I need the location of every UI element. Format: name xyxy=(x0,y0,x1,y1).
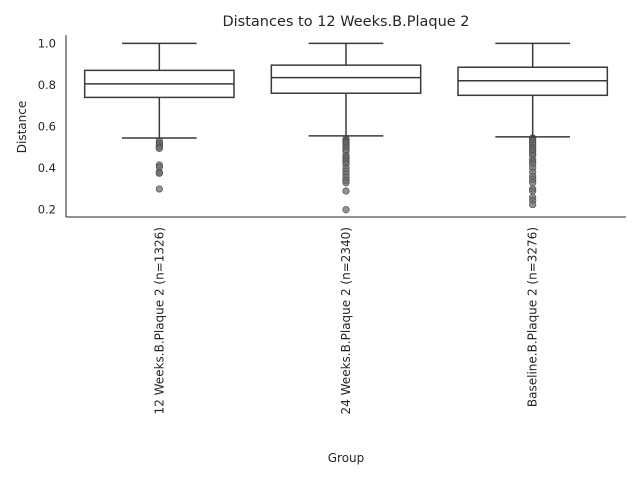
box-group xyxy=(457,42,609,209)
iqr-box xyxy=(270,64,422,94)
box-group xyxy=(83,42,235,193)
y-tick-label: 0.2 xyxy=(38,203,56,217)
x-tick-label: 12 Weeks.B.Plaque 2 (n=1326) xyxy=(152,227,166,414)
outlier-point xyxy=(155,169,163,177)
outlier-point xyxy=(529,200,537,209)
y-tick-label: 0.6 xyxy=(38,120,56,134)
outlier-point xyxy=(342,206,350,214)
plot-area xyxy=(83,42,609,214)
x-tick-label: 24 Weeks.B.Plaque 2 (n=2340) xyxy=(339,227,353,414)
y-axis-label: Distance xyxy=(15,101,29,153)
outlier-point xyxy=(529,187,537,195)
outlier-point xyxy=(342,179,350,187)
chart-title: Distances to 12 Weeks.B.Plaque 2 xyxy=(222,14,469,30)
x-tick-label: Baseline.B.Plaque 2 (n=3276) xyxy=(526,227,540,407)
x-axis-label: Group xyxy=(328,451,365,465)
outlier-point xyxy=(155,144,163,152)
outlier-point xyxy=(342,187,350,195)
y-tick-label: 1.0 xyxy=(38,36,56,50)
outlier-point xyxy=(155,185,163,193)
y-tick-label: 0.4 xyxy=(38,161,56,175)
box-group xyxy=(270,42,422,214)
y-axis: 0.2 0.4 0.6 0.8 1.0 xyxy=(38,35,67,217)
x-axis: 12 Weeks.B.Plaque 2 (n=1326) 24 Weeks.B.P… xyxy=(66,216,626,414)
y-tick-label: 0.8 xyxy=(38,78,56,92)
outlier-point xyxy=(529,179,537,187)
